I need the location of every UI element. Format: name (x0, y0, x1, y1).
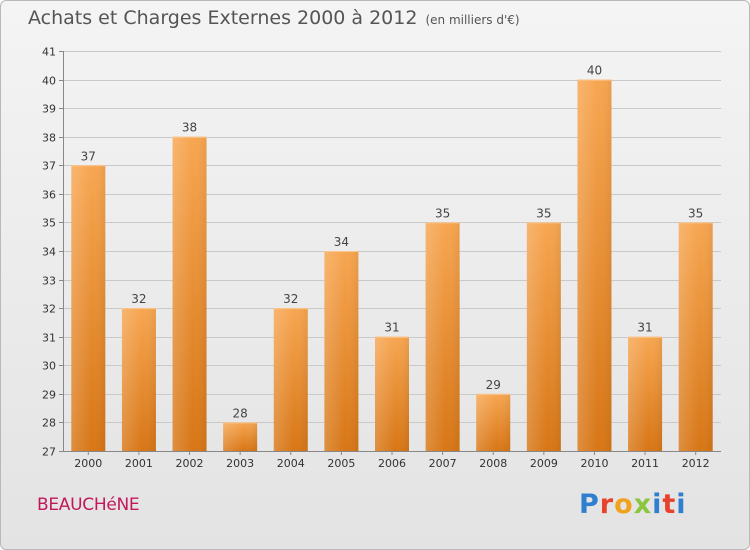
y-tick-label: 30 (42, 360, 56, 373)
x-tick-label-2010: 2010 (580, 457, 608, 470)
bar-shine-2006 (375, 336, 409, 451)
data-labels: 37 32 38 28 32 34 31 35 29 35 40 31 35 (81, 64, 704, 421)
y-tick-label: 39 (42, 103, 56, 116)
y-tick-label: 40 (42, 75, 56, 88)
x-tick-label-2007: 2007 (429, 457, 457, 470)
y-tick-label: 33 (42, 275, 56, 288)
x-tick-label-2008: 2008 (479, 457, 507, 470)
x-tick-label-2011: 2011 (631, 457, 659, 470)
x-tick-label-2012: 2012 (682, 457, 710, 470)
y-tick-label: 41 (42, 46, 56, 59)
bar-shine-2005 (324, 251, 359, 451)
y-tick-label: 38 (42, 132, 56, 145)
chart-unit: (en milliers d'€) (425, 13, 520, 27)
bar-shine-2008 (476, 393, 511, 451)
x-tick-label-2005: 2005 (327, 457, 355, 470)
bar-shine-2007 (425, 222, 460, 451)
y-tick-label: 27 (42, 446, 56, 459)
y-tick-label: 32 (42, 303, 56, 316)
x-tick-label-2001: 2001 (125, 457, 153, 470)
y-tick-labels: 27 28 29 30 31 32 33 34 35 36 37 38 39 40 41 (42, 46, 56, 459)
bar-shine-2011 (628, 336, 663, 451)
x-tick-label-2000: 2000 (74, 457, 102, 470)
axes (59, 51, 721, 455)
y-tick-label: 34 (42, 246, 56, 259)
data-label-2002: 38 (182, 121, 197, 135)
bar-shine-2010 (577, 79, 612, 452)
data-label-2000: 37 (81, 149, 96, 163)
proxiti-logo: Proxiti (579, 489, 687, 520)
x-tick-label-2004: 2004 (277, 457, 305, 470)
bar-shine-2002 (172, 136, 207, 451)
bar-shine-2003 (223, 422, 258, 451)
data-label-2010: 40 (587, 64, 602, 78)
y-tick-label: 36 (42, 189, 56, 202)
chart-title-text: Achats et Charges Externes 2000 à 2012 (28, 7, 418, 29)
y-tick-label: 31 (42, 332, 56, 345)
chart-title: Achats et Charges Externes 2000 à 2012 (e… (28, 7, 520, 29)
x-tick-labels: 2000 2001 2002 2003 2004 2005 2006 2007 2008 2009… (74, 457, 709, 470)
y-tick-label: 35 (42, 217, 56, 230)
data-label-2011: 31 (637, 321, 652, 335)
data-label-2008: 29 (486, 378, 501, 392)
x-tick-label-2003: 2003 (226, 457, 254, 470)
y-tick-label: 37 (42, 160, 56, 173)
data-label-2003: 28 (233, 406, 248, 420)
y-tick-label: 28 (42, 417, 56, 430)
bar-shine-2001 (121, 308, 156, 451)
data-label-2005: 34 (334, 235, 349, 249)
bar-shine-2009 (526, 222, 561, 451)
x-tick-label-2009: 2009 (530, 457, 558, 470)
commune-name: BEAUCHéNE (37, 495, 140, 515)
data-label-2012: 35 (688, 206, 703, 220)
x-tick-label-2002: 2002 (176, 457, 204, 470)
data-label-2009: 35 (536, 206, 551, 220)
bar-shine-2000 (71, 165, 106, 452)
x-tick-label-2006: 2006 (378, 457, 406, 470)
data-label-2004: 32 (283, 292, 298, 306)
bars (71, 79, 713, 452)
data-label-2006: 31 (384, 321, 399, 335)
data-label-2007: 35 (435, 206, 450, 220)
y-tick-label: 29 (42, 389, 56, 402)
bar-shine-2004 (273, 308, 308, 451)
data-label-2001: 32 (131, 292, 146, 306)
bar-shine-2012 (678, 222, 713, 451)
